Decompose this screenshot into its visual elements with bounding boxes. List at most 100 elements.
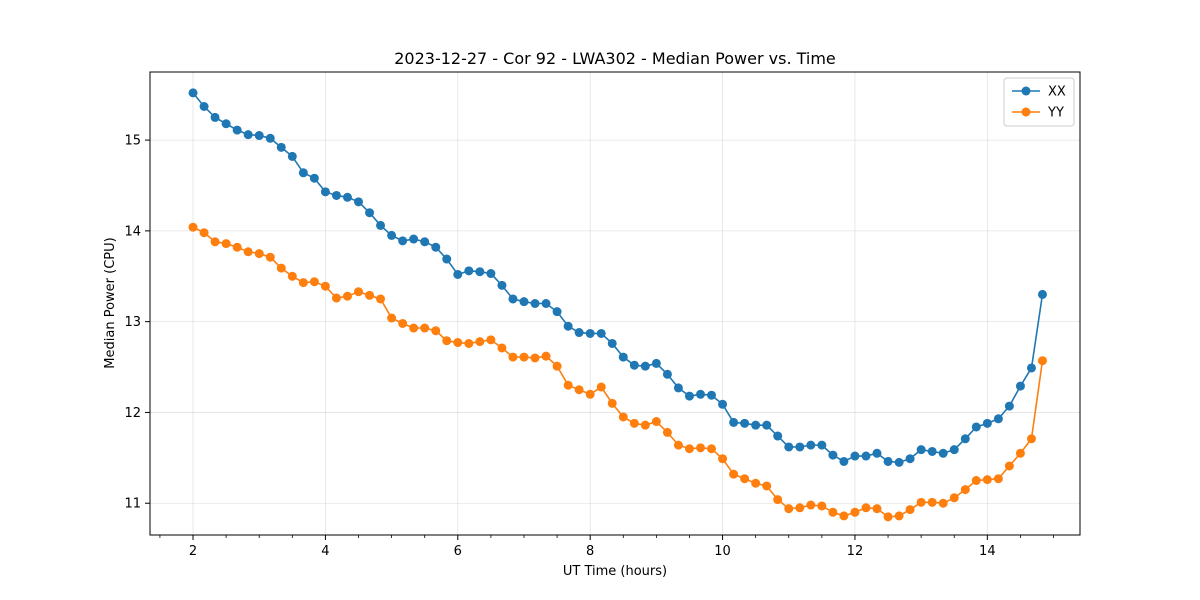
data-point-yy <box>927 497 937 507</box>
data-point-yy <box>894 511 904 521</box>
data-point-yy <box>718 454 728 464</box>
data-point-xx <box>1026 363 1036 373</box>
data-point-xx <box>684 391 694 401</box>
data-point-xx <box>486 269 496 279</box>
data-point-yy <box>751 478 761 488</box>
data-point-xx <box>243 130 253 140</box>
data-point-xx <box>1037 289 1047 299</box>
data-point-xx <box>927 446 937 456</box>
data-point-yy <box>420 323 430 333</box>
data-point-yy <box>497 343 507 353</box>
data-point-yy <box>530 353 540 363</box>
data-point-xx <box>409 234 419 244</box>
data-point-yy <box>342 291 352 301</box>
data-point-xx <box>387 230 397 240</box>
data-point-xx <box>795 442 805 452</box>
data-point-yy <box>993 474 1003 484</box>
data-point-xx <box>287 151 297 161</box>
data-point-xx <box>354 197 364 207</box>
data-point-yy <box>817 501 827 511</box>
data-point-yy <box>916 497 926 507</box>
data-point-yy <box>574 385 584 395</box>
data-point-yy <box>607 398 617 408</box>
data-point-yy <box>519 352 529 362</box>
data-point-yy <box>1026 434 1036 444</box>
data-point-xx <box>751 420 761 430</box>
data-point-yy <box>508 352 518 362</box>
data-point-xx <box>662 369 672 379</box>
data-point-xx <box>320 187 330 197</box>
data-point-xx <box>607 338 617 348</box>
data-point-yy <box>1004 461 1014 471</box>
data-point-xx <box>475 267 485 277</box>
x-tick-label: 14 <box>979 544 996 559</box>
data-point-xx <box>265 133 275 143</box>
data-point-xx <box>376 220 386 230</box>
x-tick-label: 4 <box>321 544 329 559</box>
data-point-yy <box>199 228 209 238</box>
data-point-xx <box>530 299 540 308</box>
y-tick-label: 15 <box>124 134 141 149</box>
data-point-yy <box>828 507 838 517</box>
axes: 2 4 6 8 10 12 14 11 12 13 14 15 <box>124 71 1081 559</box>
data-point-yy <box>464 338 474 348</box>
data-point-xx <box>420 237 430 247</box>
data-point-yy <box>872 504 882 514</box>
data-point-yy <box>287 271 297 281</box>
x-tick-label: 2 <box>189 544 197 559</box>
data-point-yy <box>243 247 253 257</box>
data-point-xx <box>696 389 706 399</box>
data-point-xx <box>563 321 573 331</box>
data-point-yy <box>331 293 341 303</box>
data-point-xx <box>574 328 584 338</box>
data-point-yy <box>662 427 672 437</box>
data-point-yy <box>596 382 606 392</box>
data-point-xx <box>276 142 286 152</box>
data-point-xx <box>949 445 959 455</box>
data-point-yy <box>784 504 794 514</box>
data-point-xx <box>453 269 463 279</box>
data-point-xx <box>365 208 375 218</box>
data-point-yy <box>839 511 849 521</box>
data-point-xx <box>541 299 551 308</box>
data-point-yy <box>376 294 386 304</box>
data-point-yy <box>254 249 264 259</box>
legend: XX YY <box>1003 77 1075 127</box>
data-point-xx <box>254 131 264 141</box>
data-point-yy <box>188 222 198 232</box>
data-point-yy <box>1037 356 1047 366</box>
data-point-yy <box>276 263 286 273</box>
y-axis-label: Median Power (CPU) <box>103 237 118 368</box>
data-point-yy <box>651 417 661 427</box>
data-point-yy <box>762 481 772 491</box>
data-point-xx <box>916 445 926 455</box>
data-point-xx <box>629 360 639 370</box>
grid <box>150 72 1080 535</box>
data-point-yy <box>883 512 893 522</box>
data-point-yy <box>541 351 551 361</box>
data-point-yy <box>475 337 485 347</box>
data-point-yy <box>387 313 397 323</box>
x-tick-label: 8 <box>586 544 594 559</box>
data-point-yy <box>971 476 981 486</box>
data-point-yy <box>552 361 562 371</box>
data-point-yy <box>707 444 717 454</box>
y-tick-label: 12 <box>124 406 141 421</box>
data-point-xx <box>188 88 198 98</box>
x-tick-label: 10 <box>714 544 731 559</box>
data-point-xx <box>938 448 948 458</box>
data-point-yy <box>740 474 750 484</box>
data-point-xx <box>508 294 518 304</box>
data-point-yy <box>365 290 375 300</box>
data-point-xx <box>331 190 341 200</box>
data-point-xx <box>850 451 860 461</box>
legend-marker-xx <box>1021 86 1031 96</box>
plot-frame <box>149 71 1081 536</box>
data-point-yy <box>309 277 319 287</box>
data-point-xx <box>199 101 209 111</box>
data-point-xx <box>894 457 904 467</box>
data-point-yy <box>486 335 496 345</box>
data-point-yy <box>232 242 242 252</box>
data-point-yy <box>298 278 308 288</box>
x-tick-label: 6 <box>454 544 462 559</box>
